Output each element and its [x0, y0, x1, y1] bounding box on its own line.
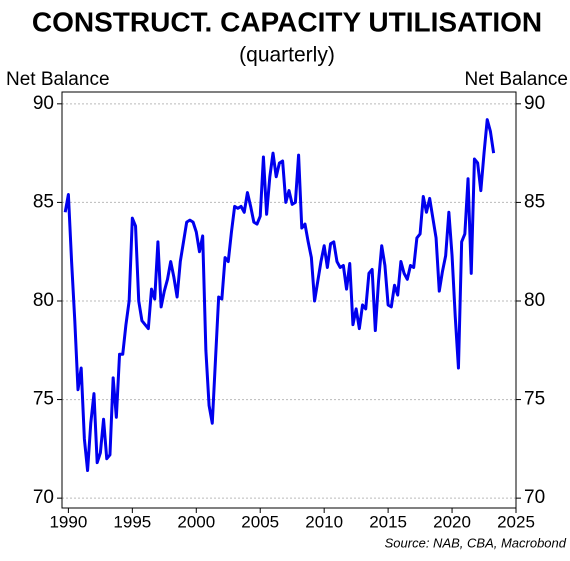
- y-tick-label: 75: [33, 389, 54, 410]
- y2-tick-label: 90: [524, 93, 545, 114]
- chart-title: CONSTRUCT. CAPACITY UTILISATION: [32, 6, 542, 37]
- x-tick-label: 2020: [433, 512, 471, 531]
- x-tick-label: 1990: [49, 512, 87, 531]
- y2-tick-label: 85: [524, 191, 545, 212]
- x-tick-label: 2015: [369, 512, 407, 531]
- plot-frame: [61, 91, 517, 509]
- y-tick-label: 85: [33, 191, 54, 212]
- y2-axis-label: Net Balance: [464, 69, 568, 90]
- x-tick-label: 2010: [305, 512, 343, 531]
- y-tick-label: 90: [33, 93, 54, 114]
- x-tick-label: 1995: [113, 512, 151, 531]
- source-note: Source: NAB, CBA, Macrobond: [385, 535, 567, 550]
- x-tick-label: 2000: [177, 512, 215, 531]
- y-axis-label: Net Balance: [6, 69, 110, 90]
- data-line: [63, 118, 496, 473]
- x-tick-label: 2025: [497, 512, 535, 531]
- x-tick-label: 2005: [241, 512, 279, 531]
- y2-tick-label: 75: [524, 389, 545, 410]
- y-tick-label: 70: [33, 487, 54, 508]
- y2-tick-label: 80: [524, 290, 545, 311]
- y2-tick-label: 70: [524, 487, 545, 508]
- chart-subtitle: (quarterly): [239, 44, 335, 67]
- y-tick-label: 80: [33, 290, 54, 311]
